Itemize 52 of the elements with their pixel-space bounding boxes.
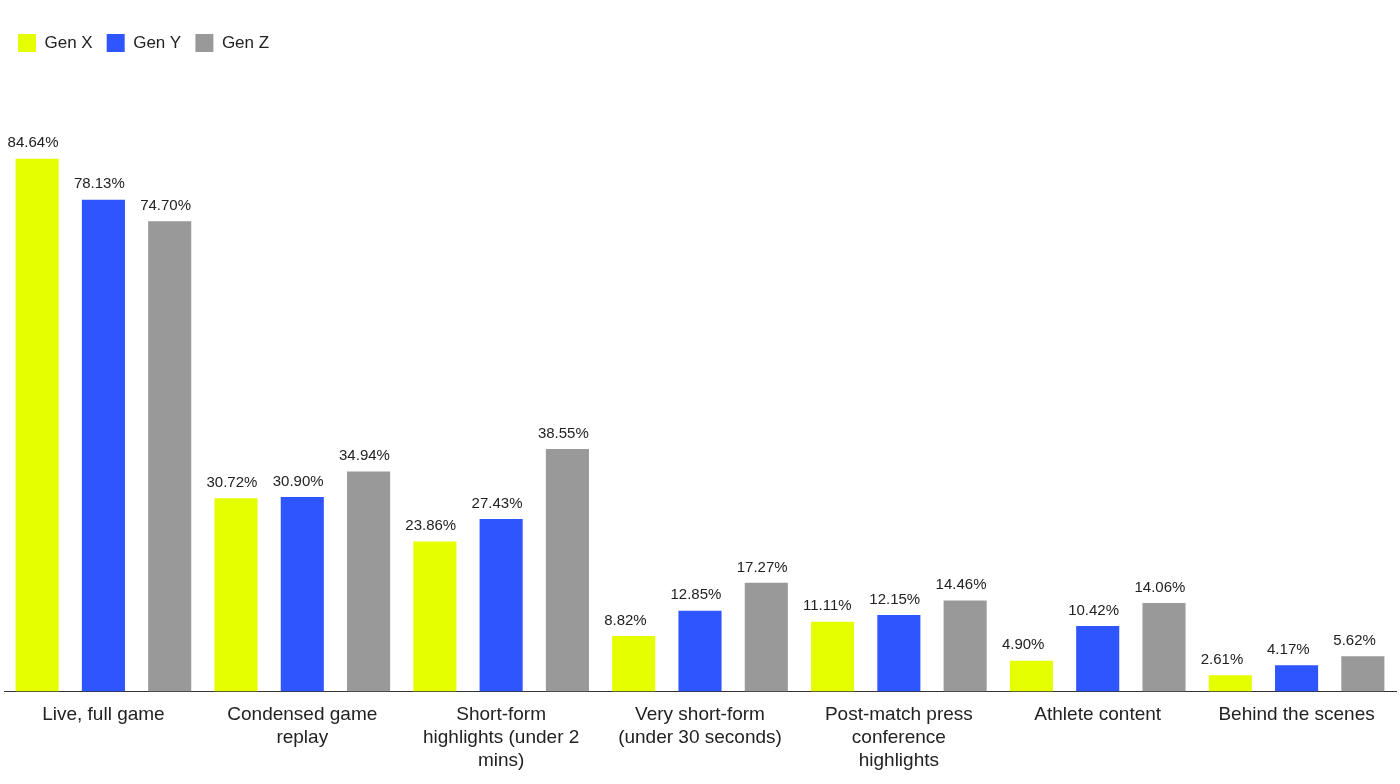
legend-label: Gen Y: [133, 32, 182, 52]
bar: [811, 621, 855, 692]
x-tick-label: Very short-form (under 30 seconds): [618, 703, 782, 748]
data-label: 17.27%: [736, 557, 788, 575]
data-label: 34.94%: [339, 446, 390, 464]
x-tick-label: Condensed game replay: [227, 703, 378, 748]
bar: [1275, 665, 1319, 692]
data-label: 11.11%: [803, 596, 852, 614]
bar: [545, 448, 589, 692]
data-label: 14.46%: [935, 575, 987, 593]
data-label: 10.42%: [1068, 600, 1120, 618]
data-label: 38.55%: [537, 423, 589, 441]
bar: [1142, 603, 1186, 692]
bar: [148, 221, 192, 692]
data-label: 14.06%: [1134, 577, 1186, 595]
x-tick-label: Athlete content: [1034, 703, 1162, 725]
bar: [678, 610, 722, 692]
bar: [877, 615, 921, 692]
bar: [1009, 660, 1053, 692]
bar: [413, 541, 457, 692]
bar: [214, 498, 258, 692]
data-label: 4.90%: [1001, 635, 1045, 653]
data-label: 30.72%: [206, 472, 258, 490]
x-tick-label: Behind the scenes: [1218, 703, 1375, 725]
bar: [1208, 675, 1252, 692]
data-label: 4.17%: [1267, 639, 1310, 657]
x-tick-label: Short-form highlights (under 2 mins): [422, 703, 580, 770]
legend-label: Gen X: [44, 32, 93, 52]
x-tick-label: Live, full game: [42, 703, 165, 725]
bar: [81, 199, 125, 692]
data-label: 12.85%: [670, 585, 722, 603]
x-tick-label: Post-match press conference highlights: [824, 703, 973, 770]
bar: [612, 636, 656, 692]
bar: [1341, 656, 1385, 692]
data-label: 5.62%: [1333, 630, 1376, 648]
data-label: 12.15%: [869, 589, 921, 607]
data-label: 2.61%: [1200, 649, 1244, 667]
data-label: 30.90%: [272, 471, 324, 489]
data-label: 74.70%: [140, 195, 192, 213]
bar: [15, 158, 59, 692]
legend-label: Gen Z: [221, 32, 270, 52]
data-label: 23.86%: [405, 516, 457, 534]
bar: [479, 518, 523, 692]
bar: [744, 582, 788, 692]
data-label: 84.64%: [7, 133, 59, 151]
data-label: 27.43%: [471, 493, 523, 511]
data-label: 78.13%: [73, 174, 125, 192]
data-label: 8.82%: [604, 610, 647, 628]
bar: [1076, 626, 1120, 692]
bar: [280, 497, 324, 692]
bar: [943, 600, 987, 692]
bar: [347, 471, 391, 692]
